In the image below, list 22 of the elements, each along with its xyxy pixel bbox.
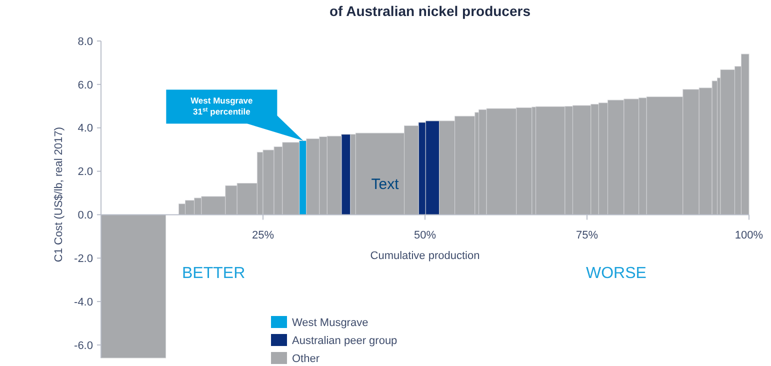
y-tick-label: 0.0 [78,210,93,222]
chart-title: of Australian nickel producers [330,3,531,19]
x-tick-label: 50% [414,230,436,242]
y-tick-label: -2.0 [74,252,93,265]
x-tick-label: 25% [252,230,274,242]
annotation: West Musgrave 31$^{st}$ percentile [190,96,254,117]
y-tick-label: -6.0 [74,340,93,352]
y-axis-title: C1 Cost (US$/lb, real 2017) [53,126,65,262]
y-tick-label: 8.0 [78,36,93,48]
y-tick-label: 6.0 [78,79,93,92]
legend-label: Other [292,353,320,365]
annotation: WORSE [586,265,646,282]
annotation: BETTER [182,265,246,282]
legend-label: Australian peer group [292,335,398,347]
x-axis-title: Cumulative production [370,250,480,262]
y-tick-label: 4.0 [78,122,93,135]
annotation: Text [371,176,400,193]
y-tick-label: -4.0 [74,296,93,308]
y-tick-label: 2.0 [78,166,93,178]
legend-label: West Musgrave [292,317,368,329]
x-tick-label: 75% [576,230,598,242]
x-tick-label: 100% [734,230,764,242]
